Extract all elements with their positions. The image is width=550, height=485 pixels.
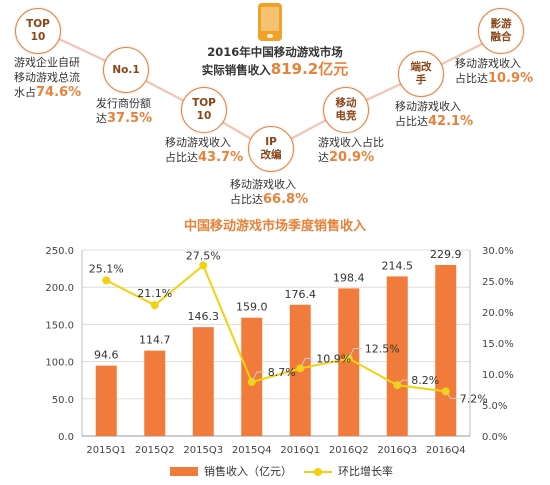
legend-revenue: 销售收入（亿元） xyxy=(170,463,292,479)
x-tick-label: 2016Q2 xyxy=(329,445,369,456)
bar-value-label: 214.5 xyxy=(382,259,414,272)
headline: 2016年中国移动游戏市场 实际销售收入819.2亿元 xyxy=(200,44,350,79)
right-tick-label: 25.0% xyxy=(482,277,514,288)
right-tick-label: 0.0% xyxy=(482,432,507,443)
desc-ip-adaptation: 移动游戏收入 占比达66.8% xyxy=(230,178,309,207)
pct-pc-to-mobile: 42.1% xyxy=(428,114,474,129)
badge-film-game-fusion: 影游 融合 xyxy=(478,8,524,54)
desc-top10-revenue: 移动游戏收入 占比达43.7% xyxy=(165,136,244,165)
pct-top10-revenue: 43.7% xyxy=(198,150,244,165)
pct-ip-adaptation: 66.8% xyxy=(263,192,309,207)
bar xyxy=(435,264,457,436)
bar-value-label: 114.7 xyxy=(139,334,171,347)
headline-line2: 实际销售收入 xyxy=(201,63,271,77)
growth-value-label: 12.5% xyxy=(365,343,400,356)
desc-self-developed: 游戏企业自研 移动游戏总流 水占74.6% xyxy=(14,56,82,100)
x-tick-label: 2015Q4 xyxy=(232,445,272,456)
left-tick-label: 100.0 xyxy=(45,358,74,369)
desc-pc-to-mobile: 移动游戏收入 占比达42.1% xyxy=(395,100,474,129)
pct-self-developed: 74.6% xyxy=(36,85,82,100)
label-leader-line xyxy=(348,348,362,359)
right-tick-label: 30.0% xyxy=(482,246,514,257)
x-tick-label: 2016Q1 xyxy=(280,445,320,456)
growth-value-label: 8.7% xyxy=(268,366,296,379)
bar xyxy=(192,327,214,436)
bar-value-label: 159.0 xyxy=(236,301,268,314)
left-tick-label: 0.0 xyxy=(58,432,74,443)
desc-mobile-esports: 游戏收入占比 达20.9% xyxy=(318,136,384,165)
label-leader-line xyxy=(396,379,409,386)
badge-no1-publisher: No.1 xyxy=(103,47,149,93)
headline-amount: 819.2亿元 xyxy=(270,60,349,78)
badge-ip-adaptation: IP 改编 xyxy=(248,126,294,172)
left-tick-label: 150.0 xyxy=(45,320,74,331)
bar-value-label: 176.4 xyxy=(285,288,317,301)
bar-value-label: 198.4 xyxy=(333,271,365,284)
right-tick-label: 20.0% xyxy=(482,308,514,319)
label-leader-line xyxy=(299,357,314,369)
bar-value-label: 146.3 xyxy=(188,310,220,323)
growth-value-label: 21.1% xyxy=(137,287,172,300)
x-tick-label: 2015Q3 xyxy=(183,445,223,456)
growth-value-label: 7.2% xyxy=(460,392,488,405)
chart-title: 中国移动游戏市场季度销售收入 xyxy=(183,219,366,234)
x-tick-label: 2015Q1 xyxy=(86,445,126,456)
left-tick-label: 50.0 xyxy=(52,395,74,406)
desc-publisher: 发行商份额 达37.5% xyxy=(96,97,153,126)
left-tick-label: 250.0 xyxy=(45,246,74,257)
legend-growth-label: 环比增长率 xyxy=(338,465,393,478)
x-tick-label: 2015Q2 xyxy=(135,445,175,456)
legend-growth: 环比增长率 xyxy=(304,463,393,479)
x-tick-label: 2016Q4 xyxy=(426,445,466,456)
label-leader-line xyxy=(445,391,457,399)
badge-top10-self-developed: TOP 10 xyxy=(15,8,61,54)
growth-value-label: 25.1% xyxy=(89,262,124,275)
growth-line xyxy=(105,263,446,393)
badge-top10-revenue: TOP 10 xyxy=(181,87,227,133)
desc-film-game-fusion: 移动游戏收入 占比达10.9% xyxy=(455,57,534,86)
bar xyxy=(241,317,263,436)
pct-publisher: 37.5% xyxy=(107,111,153,126)
growth-value-label: 27.5% xyxy=(186,250,221,263)
bar xyxy=(95,365,117,436)
legend-line-swatch xyxy=(304,467,332,476)
growth-point xyxy=(102,276,111,285)
right-tick-label: 15.0% xyxy=(482,339,514,350)
bar-value-label: 94.6 xyxy=(94,349,119,362)
legend-bar-swatch xyxy=(170,466,198,476)
left-tick-label: 200.0 xyxy=(45,283,74,294)
right-tick-label: 10.0% xyxy=(482,370,514,381)
bar xyxy=(144,350,166,436)
badge-pc-to-mobile: 端改 手 xyxy=(398,51,444,97)
headline-line1: 2016年中国移动游戏市场 xyxy=(207,45,343,59)
x-tick-label: 2016Q3 xyxy=(377,445,417,456)
phone-icon xyxy=(258,3,282,41)
pct-film-game-fusion: 10.9% xyxy=(488,71,534,86)
infographic-header: 2016年中国移动游戏市场 实际销售收入819.2亿元 TOP 10 游戏企业自… xyxy=(0,0,550,215)
right-tick-label: 5.0% xyxy=(482,401,507,412)
growth-point xyxy=(199,261,208,270)
growth-point xyxy=(150,301,159,310)
bar-value-label: 229.9 xyxy=(430,248,462,261)
growth-value-label: 10.9% xyxy=(316,352,351,365)
legend-revenue-label: 销售收入（亿元） xyxy=(204,465,292,478)
label-leader-line xyxy=(251,371,265,383)
badge-mobile-esports: 移动 电竞 xyxy=(323,87,369,133)
pct-mobile-esports: 20.9% xyxy=(329,150,375,165)
growth-value-label: 8.2% xyxy=(411,374,439,387)
bar xyxy=(386,276,408,436)
